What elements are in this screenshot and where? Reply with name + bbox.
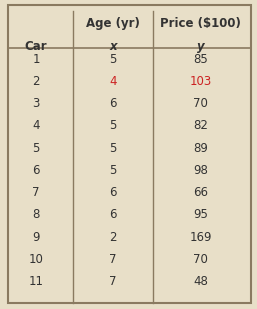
Text: 70: 70 — [193, 253, 208, 266]
Text: x: x — [109, 40, 117, 53]
Text: 10: 10 — [29, 253, 43, 266]
Text: 4: 4 — [32, 119, 40, 132]
Text: 5: 5 — [32, 142, 40, 154]
Text: y: y — [197, 40, 204, 53]
Text: 6: 6 — [32, 164, 40, 177]
Text: 98: 98 — [193, 164, 208, 177]
Text: 5: 5 — [109, 53, 117, 66]
Text: 48: 48 — [193, 275, 208, 288]
Text: 103: 103 — [189, 75, 212, 88]
Text: 2: 2 — [109, 231, 117, 243]
Text: 169: 169 — [189, 231, 212, 243]
Text: 85: 85 — [193, 53, 208, 66]
Text: 9: 9 — [32, 231, 40, 243]
Text: 66: 66 — [193, 186, 208, 199]
Text: 82: 82 — [193, 119, 208, 132]
Text: 5: 5 — [109, 119, 117, 132]
Text: 5: 5 — [109, 164, 117, 177]
Text: Age (yr): Age (yr) — [86, 17, 140, 30]
Text: 8: 8 — [32, 208, 40, 221]
Text: 7: 7 — [109, 275, 117, 288]
Text: 4: 4 — [109, 75, 117, 88]
Text: 6: 6 — [109, 208, 117, 221]
Text: 6: 6 — [109, 97, 117, 110]
Text: 6: 6 — [109, 186, 117, 199]
Text: 7: 7 — [109, 253, 117, 266]
Text: 70: 70 — [193, 97, 208, 110]
Text: 2: 2 — [32, 75, 40, 88]
Text: 3: 3 — [32, 97, 40, 110]
Text: 1: 1 — [32, 53, 40, 66]
Text: 5: 5 — [109, 142, 117, 154]
Text: 11: 11 — [29, 275, 43, 288]
Text: 7: 7 — [32, 186, 40, 199]
Text: 89: 89 — [193, 142, 208, 154]
Text: Car: Car — [25, 40, 47, 53]
Text: Price ($100): Price ($100) — [160, 17, 241, 30]
Text: 95: 95 — [193, 208, 208, 221]
